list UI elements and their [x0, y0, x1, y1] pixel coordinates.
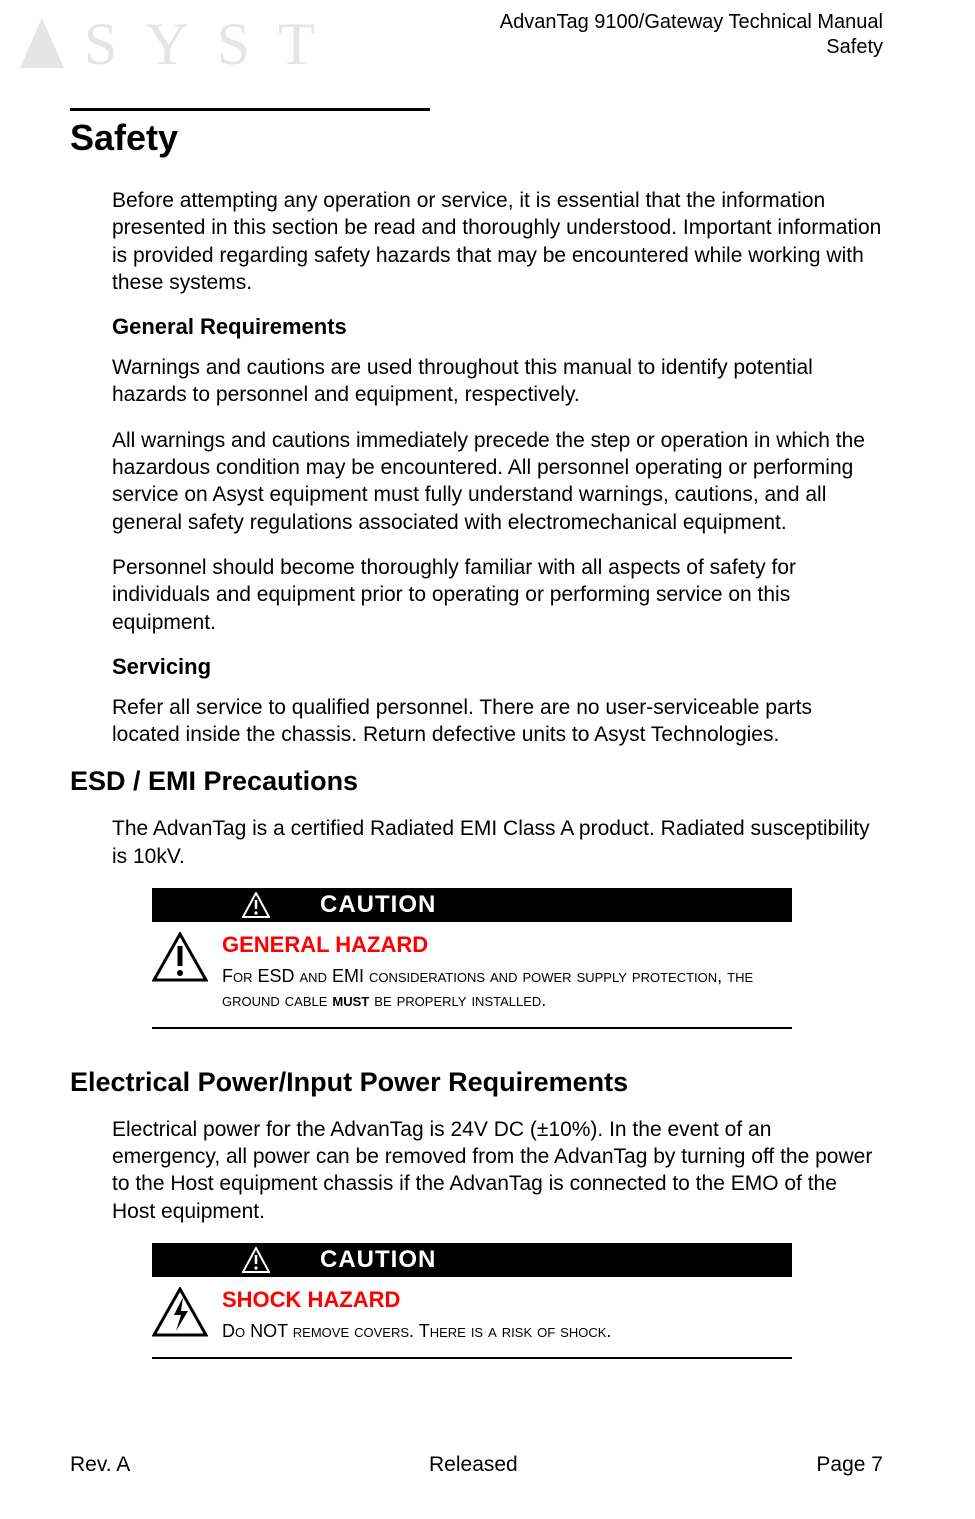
page-title: Safety: [70, 117, 883, 159]
footer-status: Released: [429, 1453, 518, 1477]
gr-paragraph-3: Personnel should become thoroughly famil…: [112, 554, 883, 636]
watermark-text: SYST: [84, 11, 343, 77]
power-paragraph: Electrical power for the AdvanTag is 24V…: [112, 1116, 883, 1225]
caution-body-2: SHOCK HAZARD Do NOT remove covers. There…: [152, 1277, 792, 1359]
caution-bar-icon: [242, 892, 270, 918]
esd-heading: ESD / EMI Precautions: [70, 766, 883, 797]
esd-block: The AdvanTag is a certified Radiated EMI…: [112, 815, 883, 1028]
shock-hazard-icon: [152, 1287, 216, 1343]
power-heading: Electrical Power/Input Power Requirement…: [70, 1067, 883, 1098]
hazard-description: For ESD and EMI considerations and power…: [222, 964, 792, 1013]
footer-page-number: Page 7: [816, 1453, 883, 1477]
page-footer: Rev. A Released Page 7: [70, 1453, 883, 1477]
caution-bar-2: CAUTION: [152, 1243, 792, 1277]
watermark-logo: SYST: [20, 10, 343, 79]
intro-paragraph: Before attempting any operation or servi…: [112, 187, 883, 296]
manual-title: AdvanTag 9100/Gateway Technical Manual: [500, 10, 883, 35]
gr-paragraph-1: Warnings and cautions are used throughou…: [112, 354, 883, 409]
gr-paragraph-2: All warnings and cautions immediately pr…: [112, 427, 883, 536]
hazard-desc-must: must: [332, 990, 369, 1010]
header-section-name: Safety: [500, 35, 883, 60]
caution-label-2: CAUTION: [320, 1246, 436, 1274]
hazard-description-2: Do NOT remove covers. There is a risk of…: [222, 1319, 792, 1343]
general-hazard-icon: [152, 932, 216, 1013]
caution-text-block: GENERAL HAZARD For ESD and EMI considera…: [216, 932, 792, 1013]
hazard-desc-post: be properly installed.: [369, 990, 546, 1010]
caution-bar: CAUTION: [152, 888, 792, 922]
title-rule: [70, 108, 430, 111]
servicing-paragraph: Refer all service to qualified personnel…: [112, 694, 883, 749]
servicing-heading: Servicing: [112, 654, 883, 680]
footer-revision: Rev. A: [70, 1453, 130, 1477]
intro-block: Before attempting any operation or servi…: [112, 187, 883, 748]
caution-shock-hazard: CAUTION SHOCK HAZARD Do NOT remove cover…: [152, 1243, 792, 1359]
caution-bar-icon-2: [242, 1247, 270, 1273]
header-right: AdvanTag 9100/Gateway Technical Manual S…: [500, 10, 883, 60]
hazard-title: GENERAL HAZARD: [222, 932, 792, 958]
general-requirements-heading: General Requirements: [112, 314, 883, 340]
caution-label: CAUTION: [320, 891, 436, 919]
content-area: Safety Before attempting any operation o…: [70, 108, 883, 1359]
document-page: SYST AdvanTag 9100/Gateway Technical Man…: [0, 0, 975, 1519]
esd-paragraph: The AdvanTag is a certified Radiated EMI…: [112, 815, 883, 870]
caution-text-block-2: SHOCK HAZARD Do NOT remove covers. There…: [216, 1287, 792, 1343]
caution-body: GENERAL HAZARD For ESD and EMI considera…: [152, 922, 792, 1029]
hazard-title-2: SHOCK HAZARD: [222, 1287, 792, 1313]
logo-triangle-icon: [20, 18, 64, 68]
caution-general-hazard: CAUTION GENERAL HAZARD For ESD and EMI: [152, 888, 792, 1029]
power-block: Electrical power for the AdvanTag is 24V…: [112, 1116, 883, 1359]
